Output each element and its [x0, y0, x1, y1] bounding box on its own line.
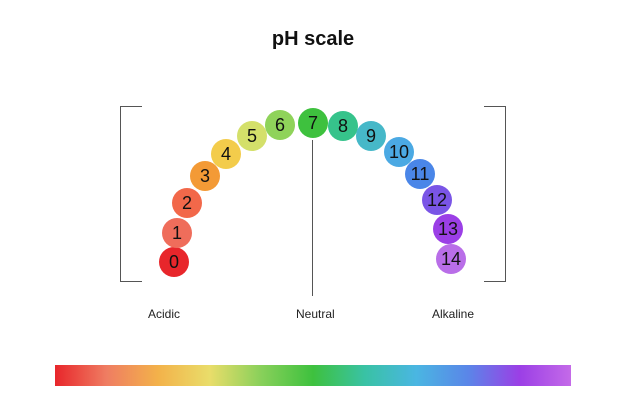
ph-value-14: 14	[436, 244, 466, 274]
ph-value-2: 2	[172, 188, 202, 218]
alkaline-label: Alkaline	[432, 307, 475, 321]
ph-value-8: 8	[328, 111, 358, 141]
ph-gradient-bar	[55, 365, 571, 386]
left-bracket	[120, 106, 142, 282]
acidic-label: Acidic	[148, 307, 181, 321]
ph-value-9: 9	[356, 121, 386, 151]
right-bracket	[484, 106, 506, 282]
ph-value-4: 4	[211, 139, 241, 169]
ph-value-1: 1	[162, 218, 192, 248]
neutral-divider-line	[312, 140, 313, 296]
ph-value-6: 6	[265, 110, 295, 140]
ph-value-11: 11	[405, 159, 435, 189]
ph-value-3: 3	[190, 161, 220, 191]
ph-value-13: 13	[433, 214, 463, 244]
page-title: pH scale	[271, 28, 355, 50]
ph-value-7: 7	[298, 108, 328, 138]
neutral-label: Neutral	[296, 307, 335, 321]
ph-value-5: 5	[237, 121, 267, 151]
ph-value-0: 0	[159, 247, 189, 277]
ph-value-12: 12	[422, 185, 452, 215]
